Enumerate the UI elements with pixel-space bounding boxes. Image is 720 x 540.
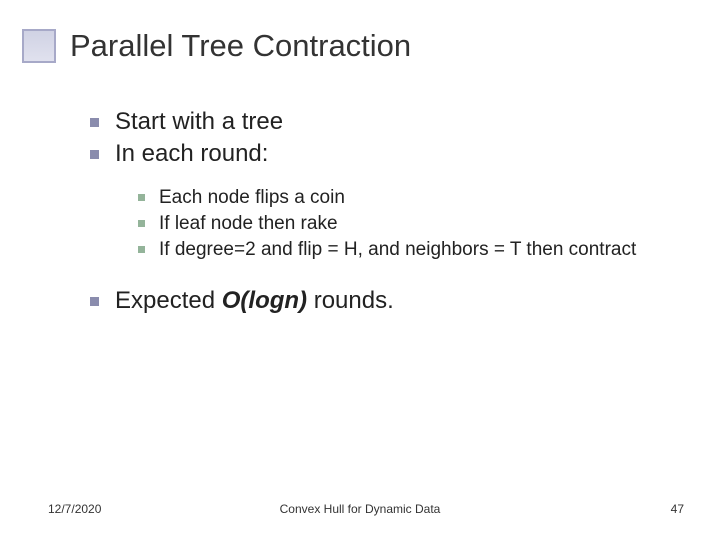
sub-bullet-text: If leaf node then rake bbox=[159, 212, 338, 236]
bullet-item: Expected O(logn) rounds. bbox=[90, 287, 680, 315]
sub-bullet-text: If degree=2 and flip = H, and neighbors … bbox=[159, 238, 636, 262]
bullet-text: Start with a tree bbox=[115, 108, 283, 136]
square-bullet-icon bbox=[138, 194, 145, 201]
slide: Parallel Tree Contraction Start with a t… bbox=[0, 0, 720, 540]
square-bullet-icon bbox=[138, 220, 145, 227]
expected-post: rounds. bbox=[307, 287, 394, 314]
square-bullet-icon bbox=[90, 118, 99, 127]
expected-pre: Expected bbox=[115, 287, 222, 314]
expected-text: Expected O(logn) rounds. bbox=[115, 287, 394, 315]
sub-bullet-item: If leaf node then rake bbox=[138, 212, 680, 236]
bullet-item: Start with a tree bbox=[90, 108, 680, 136]
square-bullet-icon bbox=[138, 246, 145, 253]
expected-complexity: O(logn) bbox=[222, 287, 307, 314]
square-bullet-icon bbox=[90, 150, 99, 159]
slide-title: Parallel Tree Contraction bbox=[70, 28, 411, 64]
footer-page-number: 47 bbox=[671, 502, 684, 516]
footer: 12/7/2020 Convex Hull for Dynamic Data 4… bbox=[0, 502, 720, 522]
sub-bullet-item: If degree=2 and flip = H, and neighbors … bbox=[138, 238, 680, 262]
square-bullet-icon bbox=[90, 297, 99, 306]
sub-bullet-item: Each node flips a coin bbox=[138, 186, 680, 210]
bullet-item: In each round: bbox=[90, 140, 680, 168]
title-row: Parallel Tree Contraction bbox=[22, 28, 411, 64]
title-decor-box bbox=[22, 29, 56, 63]
bullet-text: In each round: bbox=[115, 140, 268, 168]
sub-bullet-group: Each node flips a coin If leaf node then… bbox=[138, 186, 680, 261]
content-area: Start with a tree In each round: Each no… bbox=[90, 108, 680, 319]
sub-bullet-text: Each node flips a coin bbox=[159, 186, 345, 210]
footer-title: Convex Hull for Dynamic Data bbox=[0, 502, 720, 516]
